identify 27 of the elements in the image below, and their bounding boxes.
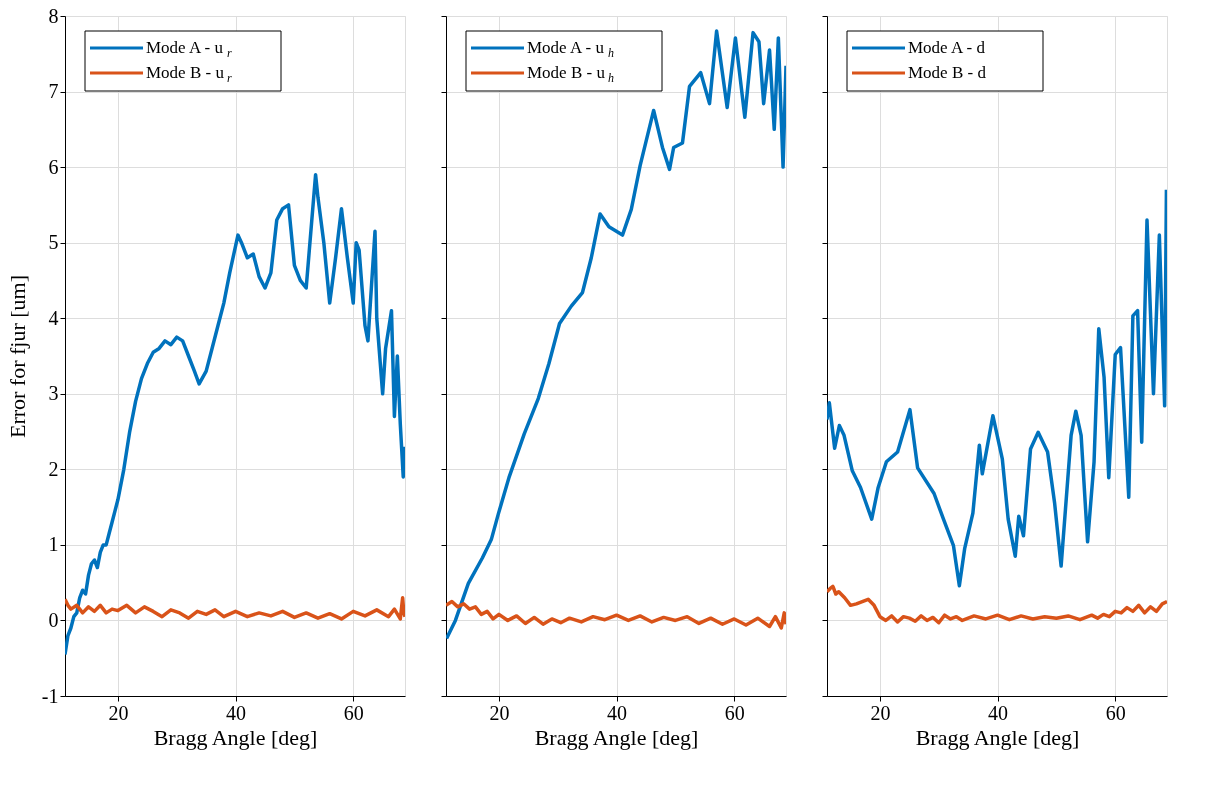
y-tick-label: 4 xyxy=(48,306,59,329)
x-tick-label: 60 xyxy=(343,701,364,724)
x-tick-label: 20 xyxy=(108,701,129,724)
x-axis-title: Bragg Angle [deg] xyxy=(915,724,1080,750)
y-tick-label: 3 xyxy=(48,382,59,405)
y-tick-label: 5 xyxy=(48,231,59,254)
legend-label: Mode B - d xyxy=(908,63,987,82)
y-tick-label: 0 xyxy=(48,608,59,631)
x-tick-label: 40 xyxy=(226,701,247,724)
line-series xyxy=(65,596,405,621)
y-tick-label: 8 xyxy=(48,4,59,27)
x-tick-label: 20 xyxy=(870,701,891,724)
x-tick-label: 60 xyxy=(724,701,745,724)
x-axis-title: Bragg Angle [deg] xyxy=(534,724,699,750)
x-tick-label: 40 xyxy=(607,701,628,724)
y-tick-label: 2 xyxy=(48,457,59,480)
legend-label: Mode A - d xyxy=(908,38,986,57)
x-axis-title: Bragg Angle [deg] xyxy=(153,724,318,750)
line-series xyxy=(65,172,405,657)
x-tick-label: 20 xyxy=(489,701,510,724)
x-tick-label: 40 xyxy=(988,701,1009,724)
y-axis-title: Error for fjur [um] xyxy=(4,274,30,439)
y-tick-label: 6 xyxy=(48,155,59,178)
x-tick-label: 60 xyxy=(1105,701,1126,724)
y-tick-label: 7 xyxy=(48,80,59,103)
y-tick-label: 1 xyxy=(48,533,59,556)
y-tick-label: -1 xyxy=(41,684,59,707)
